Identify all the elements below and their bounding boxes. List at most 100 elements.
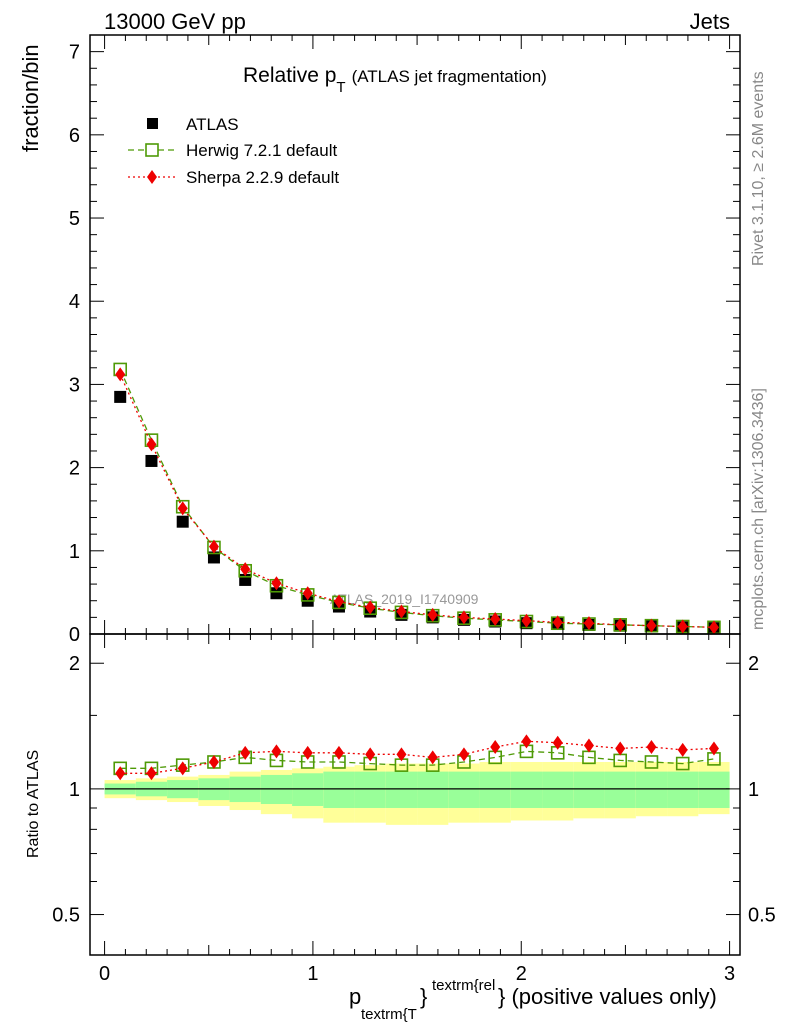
- ratio-ytick-label-left: 1: [69, 779, 80, 801]
- main-panel: fraction/bin Relative pT (ATLAS jet fragm…: [18, 34, 741, 646]
- ratio-point-sherpa: [490, 739, 501, 754]
- ratio-point-sherpa: [427, 750, 438, 765]
- ratio-band-green: [292, 773, 324, 806]
- main-point-sherpa: [677, 619, 688, 634]
- ratio-point-sherpa: [458, 747, 469, 762]
- main-ytick-label: 6: [69, 125, 80, 147]
- main-ytick-label: 1: [69, 541, 80, 563]
- main-point-atlas: [145, 454, 158, 467]
- ratio-ytick-label-right: 2: [748, 653, 759, 675]
- xlabel-subscript: textrm{T: [361, 1006, 417, 1023]
- main-title: Relative pT (ATLAS jet fragmentation): [243, 64, 547, 96]
- main-point-atlas: [176, 515, 189, 528]
- ratio-ylabel: Ratio to ATLAS: [25, 750, 42, 858]
- main-point-sherpa: [708, 620, 719, 635]
- ratio-band-green: [667, 771, 699, 808]
- ratio-point-sherpa: [115, 766, 126, 781]
- ratio-point-sherpa: [583, 738, 594, 753]
- main-point-sherpa: [302, 586, 313, 601]
- main-point-sherpa: [146, 437, 157, 452]
- main-series-layer: [113, 362, 721, 635]
- main-ylabel: fraction/bin: [18, 44, 43, 152]
- ratio-xtick-label: 0: [99, 963, 110, 985]
- main-point-sherpa: [208, 539, 219, 554]
- ratio-point-sherpa: [333, 745, 344, 760]
- ratio-point-sherpa: [302, 745, 313, 760]
- legend-label-herwig: Herwig 7.2.1 default: [186, 141, 337, 160]
- main-point-atlas: [207, 551, 220, 564]
- ratio-xtick-label: 1: [307, 963, 318, 985]
- ratio-band-green: [635, 771, 668, 808]
- legend: ATLAS Herwig 7.2.1 default Sherpa 2.2.9 …: [128, 115, 339, 187]
- ratio-point-sherpa: [677, 742, 688, 757]
- header-left: 13000 GeV pp: [104, 9, 246, 34]
- rivet-label: Rivet 3.1.10, ≥ 2.6M events: [750, 71, 767, 266]
- x-axis-label: p textrm{T } textrm{rel } (positive valu…: [349, 977, 717, 1023]
- main-title-suffix: (ATLAS jet fragmentation): [352, 67, 547, 86]
- header-right: Jets: [690, 9, 730, 34]
- main-line-sherpa: [119, 374, 715, 628]
- main-point-atlas: [270, 587, 283, 600]
- main-title-subscript: T: [336, 79, 345, 96]
- main-point-sherpa: [271, 576, 282, 591]
- main-ytick-label: 5: [69, 208, 80, 230]
- ratio-point-sherpa: [271, 744, 282, 759]
- main-point-sherpa: [646, 618, 657, 633]
- xlabel-superscript: textrm{rel: [432, 977, 495, 994]
- xlabel-suffix: } (positive values only): [498, 984, 717, 1009]
- ratio-ytick-label-left: 0.5: [52, 905, 80, 927]
- ratio-point-sherpa: [615, 741, 626, 756]
- main-point-sherpa: [365, 600, 376, 615]
- legend-label-sherpa: Sherpa 2.2.9 default: [186, 168, 339, 187]
- ratio-point-sherpa: [365, 747, 376, 762]
- ratio-band-green: [448, 771, 480, 808]
- xlabel-brace: }: [420, 984, 427, 1009]
- main-point-sherpa: [615, 617, 626, 632]
- ratio-band-green: [417, 771, 449, 808]
- ratio-point-herwig: [644, 755, 659, 769]
- main-point-sherpa: [177, 501, 188, 516]
- ratio-band-green: [323, 771, 355, 808]
- ratio-band-green: [573, 771, 605, 808]
- legend-marker-atlas: [147, 118, 158, 129]
- ratio-point-sherpa: [240, 745, 251, 760]
- ratio-line-sherpa: [120, 740, 715, 774]
- xlabel-p: p: [349, 984, 361, 1009]
- ratio-frame: [89, 633, 741, 956]
- main-point-sherpa: [333, 594, 344, 609]
- ratio-bands-layer: [104, 761, 730, 825]
- legend-entry-sherpa: Sherpa 2.2.9 default: [128, 168, 339, 187]
- legend-marker-sherpa: [147, 170, 157, 184]
- ratio-band-green: [604, 771, 636, 808]
- main-ytick-label: 7: [69, 42, 80, 64]
- ratio-ytick-label-right: 0.5: [748, 905, 776, 927]
- main-ytick-label: 0: [69, 624, 80, 646]
- ratio-point-sherpa: [708, 741, 719, 756]
- legend-label-atlas: ATLAS: [186, 115, 239, 134]
- main-point-sherpa: [396, 604, 407, 619]
- main-point-atlas: [114, 390, 127, 403]
- ratio-band-green: [510, 771, 543, 808]
- main-title-text: Relative p: [243, 64, 336, 87]
- main-point-sherpa: [115, 367, 126, 382]
- main-line-herwig: [119, 369, 715, 628]
- main-point-sherpa: [552, 615, 563, 630]
- ratio-xtick-label: 2: [516, 963, 527, 985]
- legend-entry-atlas: ATLAS: [147, 115, 239, 134]
- ratio-band-green: [354, 771, 386, 808]
- ratio-point-sherpa: [396, 747, 407, 762]
- ratio-ytick-label-left: 2: [69, 653, 80, 675]
- ratio-band-green: [479, 771, 511, 808]
- ratio-point-sherpa: [552, 735, 563, 750]
- ratio-band-green: [542, 771, 574, 808]
- main-ytick-label: 3: [69, 374, 80, 396]
- mcplots-label: mcplots.cern.ch [arXiv:1306.3436]: [750, 388, 767, 630]
- ratio-point-sherpa: [146, 766, 157, 781]
- ratio-point-sherpa: [208, 754, 219, 769]
- ratio-point-sherpa: [177, 761, 188, 776]
- main-point-sherpa: [458, 610, 469, 625]
- ratio-band-green: [698, 771, 730, 808]
- main-ytick-label: 2: [69, 458, 80, 480]
- ratio-panel: Ratio to ATLAS 0.5 0.5 1 1 2 2 0 1 2 3 p textrm{T…: [25, 633, 776, 1023]
